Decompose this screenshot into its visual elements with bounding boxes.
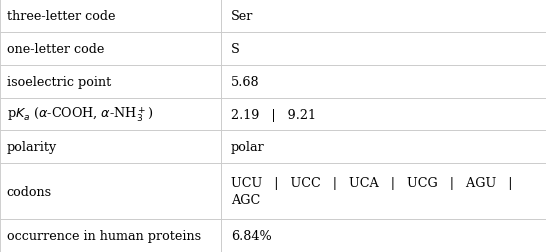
Bar [0, 219, 221, 252]
Bar [221, 98, 546, 131]
Bar [0, 66, 221, 98]
Bar [221, 0, 546, 33]
Bar [0, 164, 221, 219]
Text: one-letter code: one-letter code [7, 43, 104, 55]
Bar [221, 66, 546, 98]
Text: polar: polar [231, 141, 265, 154]
Text: codons: codons [7, 185, 52, 198]
Text: isoelectric point: isoelectric point [7, 75, 111, 88]
Text: occurrence in human proteins: occurrence in human proteins [7, 229, 201, 242]
Text: 2.19   |   9.21: 2.19 | 9.21 [231, 108, 316, 121]
Text: 5.68: 5.68 [231, 75, 259, 88]
Text: 6.84%: 6.84% [231, 229, 272, 242]
Bar [221, 219, 546, 252]
Text: S: S [231, 43, 240, 55]
Bar [0, 131, 221, 164]
Bar [0, 0, 221, 33]
Bar [221, 131, 546, 164]
Bar [221, 33, 546, 66]
Text: UCU   |   UCC   |   UCA   |   UCG   |   AGU   |
AGC: UCU | UCC | UCA | UCG | AGU | AGC [231, 176, 513, 206]
Bar [0, 33, 221, 66]
Text: p$K_a$ ($\alpha$-COOH, $\alpha$-NH$_3^+$): p$K_a$ ($\alpha$-COOH, $\alpha$-NH$_3^+$… [7, 105, 153, 124]
Text: three-letter code: three-letter code [7, 10, 115, 23]
Text: polarity: polarity [7, 141, 57, 154]
Text: Ser: Ser [231, 10, 253, 23]
Bar [0, 98, 221, 131]
Bar [221, 164, 546, 219]
